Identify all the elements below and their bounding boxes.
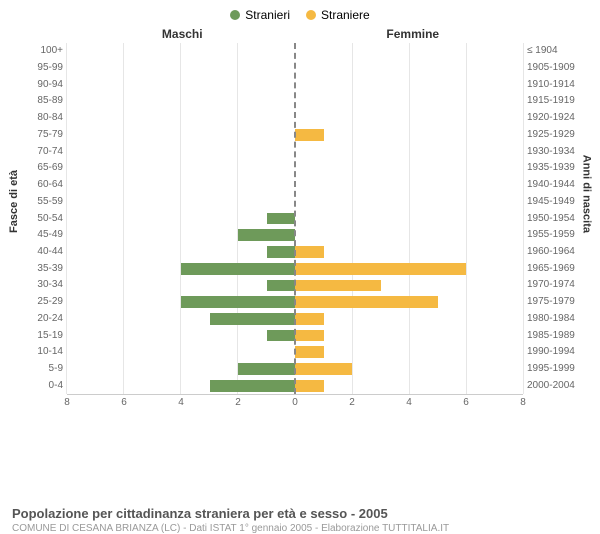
y-label-birth: 2000-2004 [527, 380, 575, 391]
x-tick: 0 [292, 397, 298, 408]
chart-container: Stranieri Straniere Maschi Femmine Fasce … [0, 0, 600, 500]
y-label-birth: 1970-1974 [527, 279, 575, 290]
plot-area: Fasce di età Anni di nascita 100+≤ 19049… [12, 43, 588, 423]
y-label-birth: 1950-1954 [527, 213, 575, 224]
bar-female [295, 246, 324, 258]
y-label-age: 15-19 [37, 330, 63, 341]
bar-male [267, 280, 296, 292]
bar-female [295, 330, 324, 342]
bar-female [295, 129, 324, 141]
x-tick: 4 [406, 397, 412, 408]
gridline [523, 43, 524, 394]
bar-male [267, 246, 296, 258]
x-tick: 8 [520, 397, 526, 408]
y-label-birth: 1980-1984 [527, 313, 575, 324]
bar-male [267, 330, 296, 342]
center-axis [294, 43, 296, 394]
bar-male [267, 213, 296, 225]
bar-male [210, 313, 296, 325]
bar-male [181, 263, 295, 275]
section-left-title: Maschi [12, 27, 298, 41]
bar-male [181, 296, 295, 308]
legend: Stranieri Straniere [12, 8, 588, 23]
y-label-age: 60-64 [37, 179, 63, 190]
y-label-birth: 1955-1959 [527, 229, 575, 240]
y-label-birth: 1960-1964 [527, 246, 575, 257]
y-label-birth: 1910-1914 [527, 79, 575, 90]
y-label-age: 10-14 [37, 346, 63, 357]
caption: Popolazione per cittadinanza straniera p… [0, 500, 600, 534]
x-tick: 2 [235, 397, 241, 408]
y-label-birth: 1990-1994 [527, 346, 575, 357]
y-label-age: 85-89 [37, 95, 63, 106]
y-label-age: 20-24 [37, 313, 63, 324]
y-label-age: 75-79 [37, 129, 63, 140]
y-axis-left-title: Fasce di età [8, 170, 20, 233]
y-label-age: 0-4 [49, 380, 63, 391]
y-label-birth: 1925-1929 [527, 129, 575, 140]
y-label-birth: 1965-1969 [527, 263, 575, 274]
legend-swatch [306, 10, 316, 20]
y-label-age: 50-54 [37, 213, 63, 224]
x-tick: 6 [463, 397, 469, 408]
bar-female [295, 363, 352, 375]
y-label-birth: 1995-1999 [527, 363, 575, 374]
bar-female [295, 263, 466, 275]
bar-male [210, 380, 296, 392]
bar-male [238, 363, 295, 375]
y-label-age: 80-84 [37, 112, 63, 123]
legend-label: Straniere [321, 8, 370, 22]
y-label-age: 95-99 [37, 62, 63, 73]
y-label-birth: 1945-1949 [527, 196, 575, 207]
y-label-birth: 1940-1944 [527, 179, 575, 190]
y-label-age: 100+ [40, 45, 63, 56]
y-label-birth: ≤ 1904 [527, 45, 558, 56]
x-tick: 2 [349, 397, 355, 408]
bar-female [295, 280, 381, 292]
y-label-age: 30-34 [37, 279, 63, 290]
y-label-birth: 1975-1979 [527, 296, 575, 307]
y-label-age: 55-59 [37, 196, 63, 207]
y-label-age: 40-44 [37, 246, 63, 257]
y-label-age: 70-74 [37, 146, 63, 157]
bar-female [295, 380, 324, 392]
section-titles: Maschi Femmine [12, 27, 588, 41]
y-label-birth: 1930-1934 [527, 146, 575, 157]
y-axis-right-title: Anni di nascita [580, 155, 592, 233]
bar-female [295, 313, 324, 325]
y-label-age: 5-9 [49, 363, 63, 374]
y-label-age: 35-39 [37, 263, 63, 274]
y-label-age: 45-49 [37, 229, 63, 240]
caption-title: Popolazione per cittadinanza straniera p… [12, 506, 588, 521]
y-label-birth: 1935-1939 [527, 162, 575, 173]
x-tick: 4 [178, 397, 184, 408]
y-label-birth: 1905-1909 [527, 62, 575, 73]
bar-female [295, 296, 438, 308]
legend-item: Stranieri [230, 8, 290, 22]
x-tick: 8 [64, 397, 70, 408]
y-label-age: 25-29 [37, 296, 63, 307]
y-label-age: 90-94 [37, 79, 63, 90]
y-label-birth: 1985-1989 [527, 330, 575, 341]
y-label-birth: 1920-1924 [527, 112, 575, 123]
y-label-birth: 1915-1919 [527, 95, 575, 106]
caption-subtitle: COMUNE DI CESANA BRIANZA (LC) - Dati IST… [12, 523, 588, 534]
y-label-age: 65-69 [37, 162, 63, 173]
bar-male [238, 229, 295, 241]
section-right-title: Femmine [298, 27, 589, 41]
legend-label: Stranieri [245, 8, 290, 22]
legend-item: Straniere [306, 8, 370, 22]
legend-swatch [230, 10, 240, 20]
bar-female [295, 346, 324, 358]
plot-inner: 100+≤ 190495-991905-190990-941910-191485… [67, 43, 523, 395]
x-tick: 6 [121, 397, 127, 408]
x-axis: 8 6 4 2 0 2 4 6 8 [67, 397, 523, 413]
